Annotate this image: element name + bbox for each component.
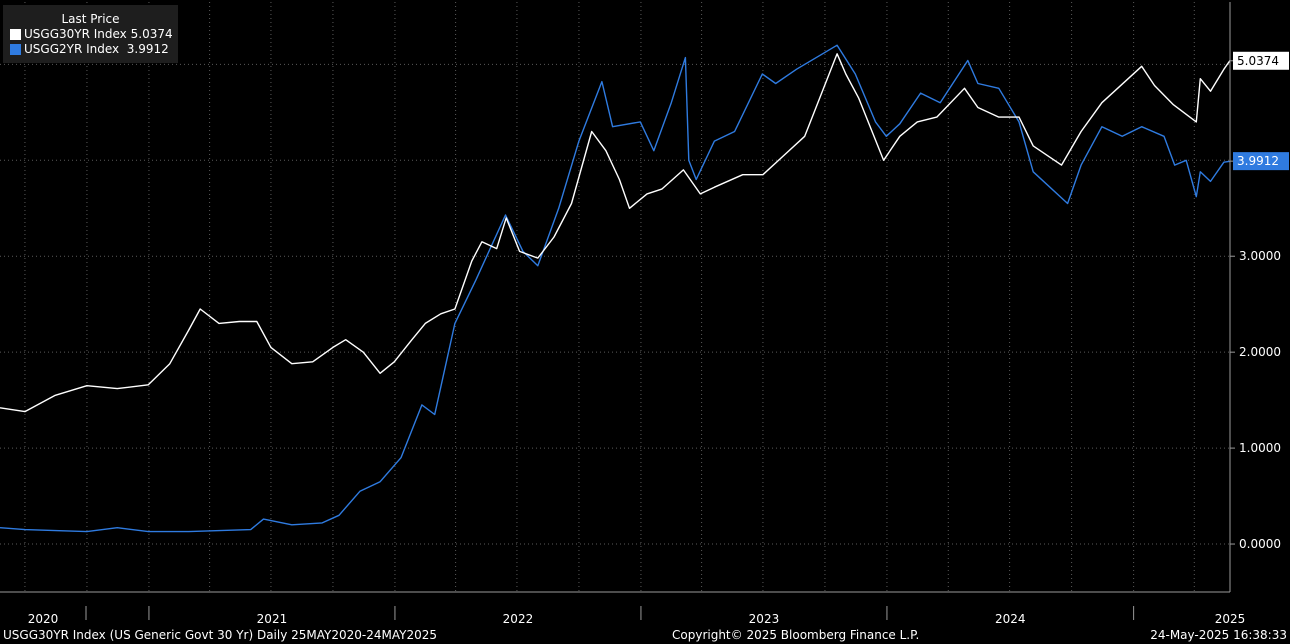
y-tick-label: 1.0000 xyxy=(1239,441,1281,455)
x-tick-label: 2022 xyxy=(503,612,534,626)
x-tick-label: 2020 xyxy=(28,612,59,626)
chart-legend: Last Price USGG30YR Index 5.0374 USGG2YR… xyxy=(3,5,178,63)
x-tick-label: 2024 xyxy=(995,612,1026,626)
y-tick-label: 3.0000 xyxy=(1239,249,1281,263)
series-line-30yr xyxy=(0,53,1231,413)
footer-copyright: Copyright© 2025 Bloomberg Finance L.P. xyxy=(672,628,920,642)
legend-value-2yr: 3.9912 xyxy=(126,42,169,56)
y-axis: 0.0000 1.0000 2.0000 3.0000 5.0374 3.9912 xyxy=(1229,2,1289,592)
last-value-text-2yr: 3.9912 xyxy=(1237,154,1279,168)
y-tick-label: 0.0000 xyxy=(1239,537,1281,551)
legend-label-30yr: USGG30YR Index xyxy=(24,27,127,41)
chart-grid xyxy=(0,2,1230,592)
x-tick-label: 2023 xyxy=(749,612,780,626)
y-tick-label: 2.0000 xyxy=(1239,345,1281,359)
last-value-tag-2yr xyxy=(1233,152,1289,171)
footer-description: USGG30YR Index (US Generic Govt 30 Yr) D… xyxy=(3,628,437,642)
legend-swatch-2yr xyxy=(10,44,21,55)
legend-swatch-30yr xyxy=(10,29,21,40)
series-line-2yr xyxy=(0,44,1231,533)
legend-label-2yr: USGG2YR Index xyxy=(24,42,120,56)
chart-lines xyxy=(0,44,1231,533)
footer-timestamp: 24-May-2025 16:38:33 xyxy=(1150,628,1287,642)
legend-value-30yr: 5.0374 xyxy=(130,27,173,41)
legend-item-2yr[interactable]: USGG2YR Index 3.9912 xyxy=(3,42,178,57)
x-axis: 2020 2021 2022 2023 2024 2025 xyxy=(0,591,1246,626)
legend-title: Last Price xyxy=(61,12,120,26)
x-tick-label: 2025 xyxy=(1215,612,1246,626)
legend-item-30yr[interactable]: USGG30YR Index 5.0374 xyxy=(3,27,178,42)
last-value-text-30yr: 5.0374 xyxy=(1237,54,1279,68)
x-tick-label: 2021 xyxy=(257,612,288,626)
last-value-tag-30yr xyxy=(1233,51,1289,70)
